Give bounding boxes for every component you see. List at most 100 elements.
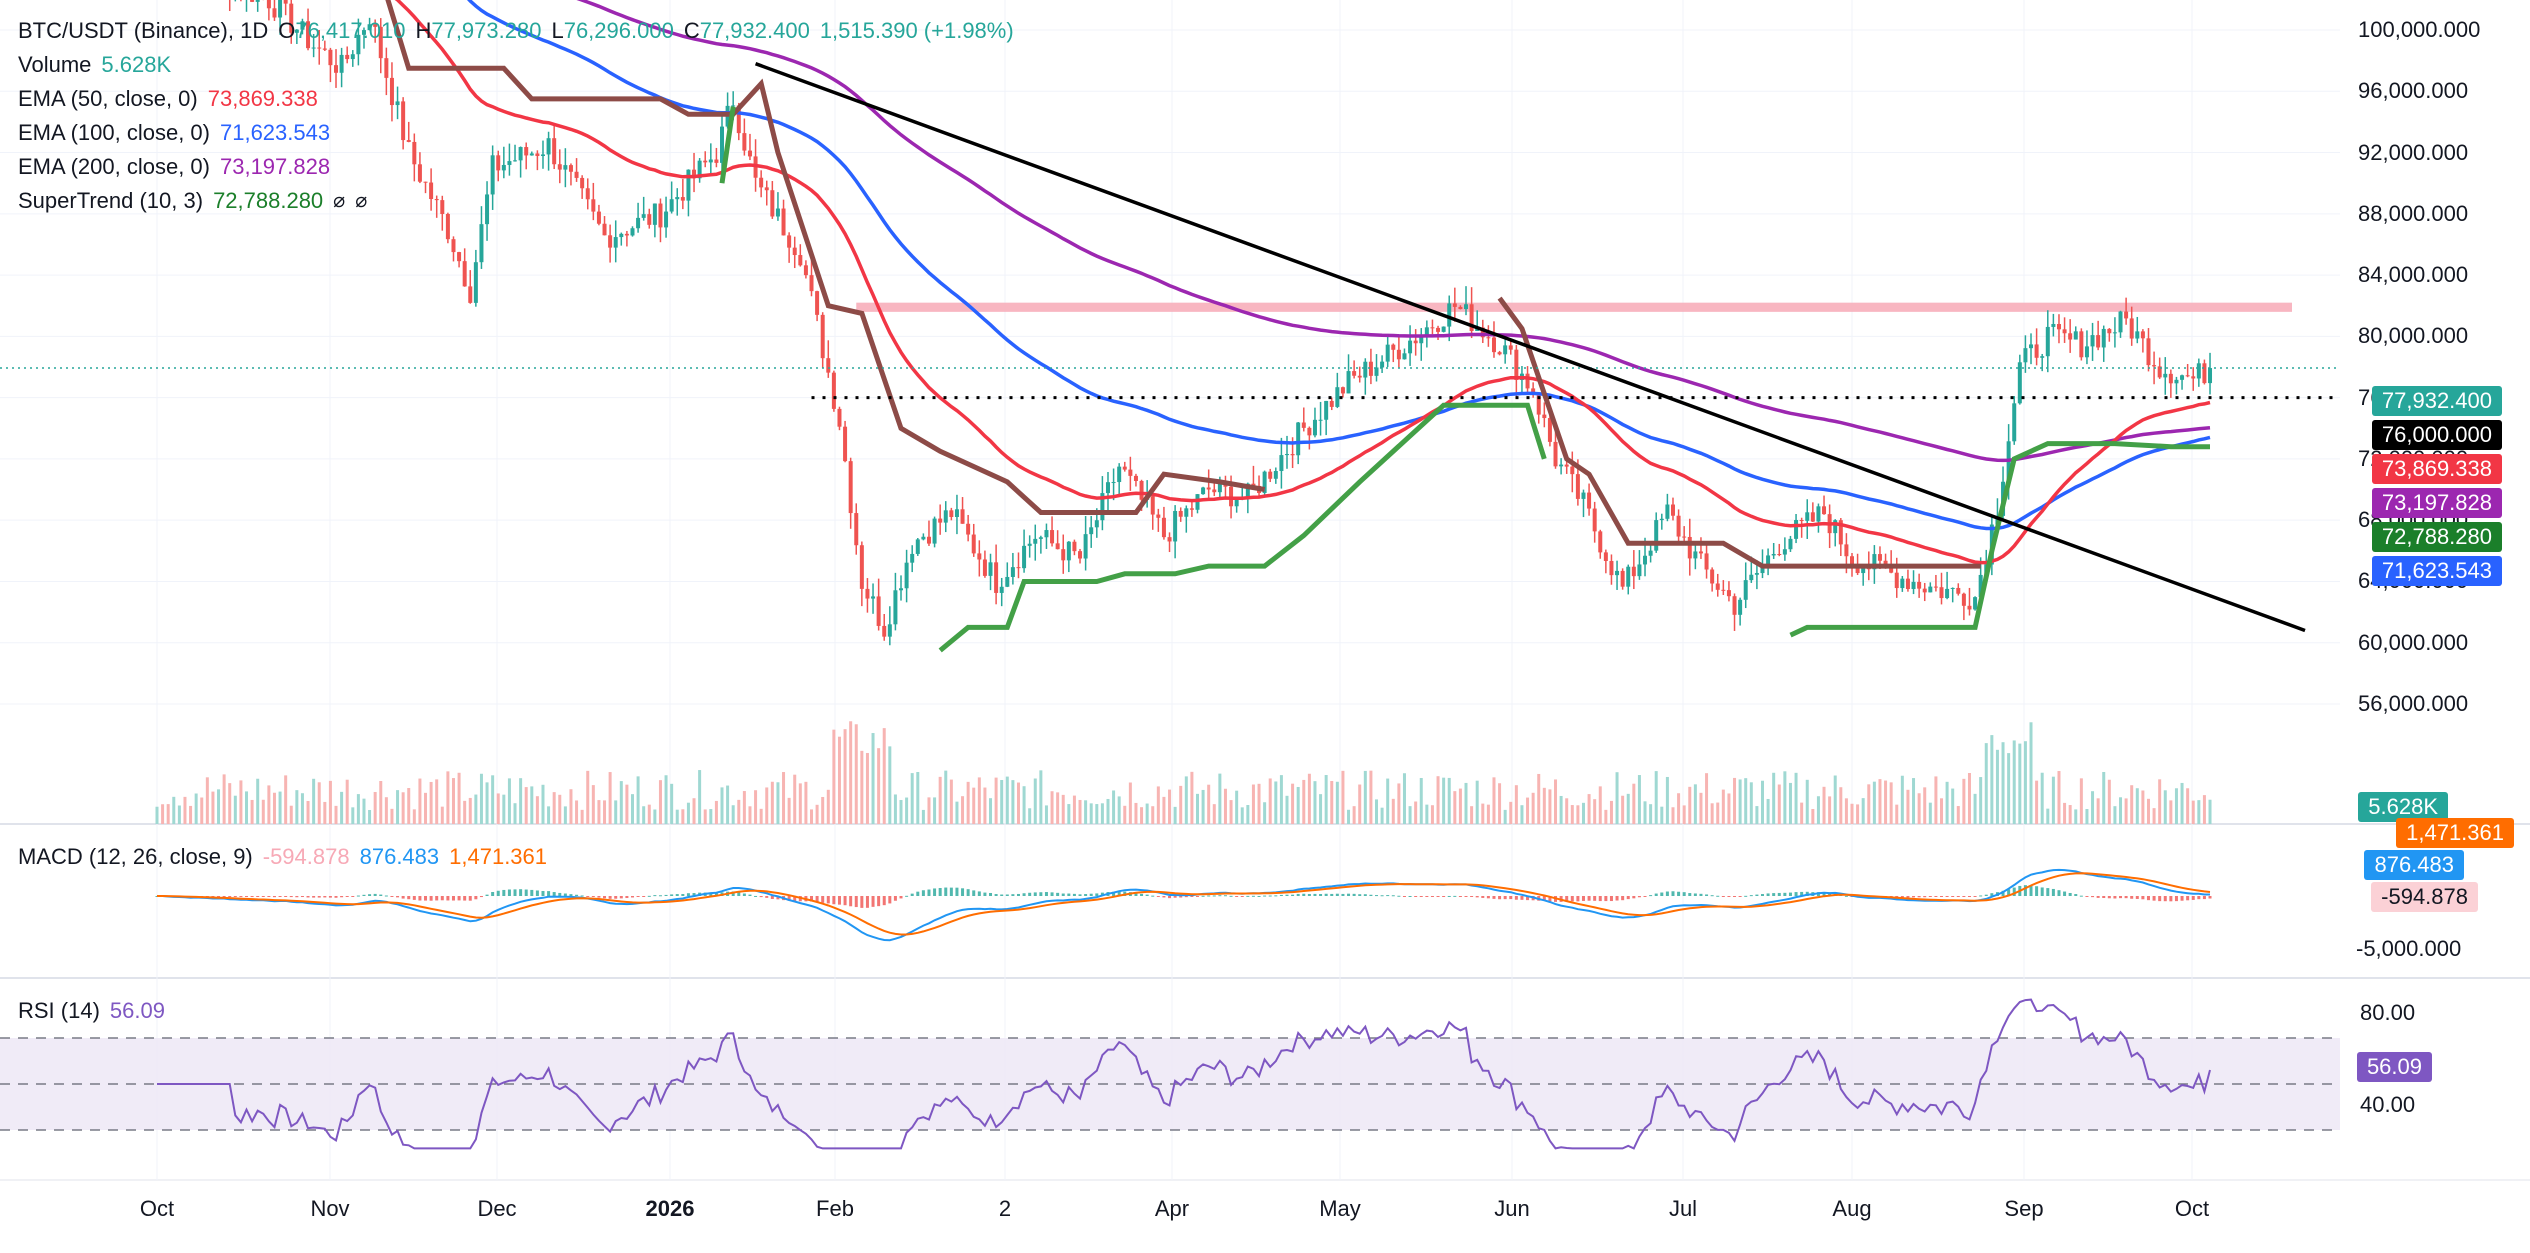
macd-histogram-bar bbox=[2029, 885, 2033, 896]
volume-bar bbox=[2191, 800, 2195, 824]
volume-bar bbox=[1593, 799, 1597, 824]
volume-bar bbox=[412, 809, 416, 824]
volume-bar bbox=[1833, 775, 1837, 824]
volume-bar bbox=[787, 797, 791, 824]
candle bbox=[334, 49, 339, 88]
volume-bar bbox=[558, 794, 562, 824]
macd-legend[interactable]: MACD (12, 26, close, 9) -594.878 876.483… bbox=[18, 840, 547, 874]
time-axis-label: May bbox=[1319, 1196, 1361, 1221]
legend-ema100[interactable]: EMA (100, close, 0) 71,623.543 bbox=[18, 116, 1014, 150]
candle bbox=[926, 520, 931, 546]
macd-histogram-bar bbox=[524, 889, 528, 896]
macd-histogram-bar bbox=[826, 896, 830, 904]
candle bbox=[345, 46, 350, 64]
macd-histogram-bar bbox=[1682, 892, 1686, 896]
volume-bar bbox=[731, 805, 735, 824]
legend-ema50[interactable]: EMA (50, close, 0) 73,869.338 bbox=[18, 82, 1014, 116]
candle bbox=[1659, 513, 1664, 530]
macd-histogram-bar bbox=[2007, 889, 2011, 896]
rsi-legend[interactable]: RSI (14) 56.09 bbox=[18, 994, 165, 1028]
candle bbox=[1973, 596, 1978, 611]
candle bbox=[865, 578, 870, 613]
supertrend-up-line bbox=[719, 106, 736, 184]
macd-histogram-bar bbox=[1940, 896, 1944, 897]
volume-bar bbox=[1940, 798, 1944, 824]
time-axis-label: Aug bbox=[1832, 1196, 1872, 1221]
macd-histogram-bar bbox=[373, 893, 377, 896]
macd-histogram-bar bbox=[1022, 893, 1026, 896]
candle bbox=[2118, 310, 2123, 338]
ema50-price-tag: 73,869.338 bbox=[2371, 454, 2502, 484]
candle bbox=[630, 226, 635, 237]
volume-bar bbox=[1615, 772, 1619, 824]
candle bbox=[680, 179, 685, 210]
candle bbox=[1329, 397, 1334, 411]
candle bbox=[2202, 359, 2207, 385]
macd-histogram-bar bbox=[647, 895, 651, 897]
volume-bar bbox=[1643, 801, 1647, 824]
candle bbox=[1368, 348, 1373, 385]
volume-bar bbox=[172, 796, 176, 824]
candle bbox=[585, 178, 590, 210]
ema200-line bbox=[576, 0, 2211, 463]
time-axis-label: Jun bbox=[1494, 1196, 1530, 1221]
candle bbox=[1268, 468, 1273, 483]
volume-bar bbox=[1235, 790, 1239, 824]
candle bbox=[854, 503, 859, 555]
volume-bar bbox=[1531, 792, 1535, 824]
macd-histogram-bar bbox=[983, 892, 987, 896]
macd-histogram-bar bbox=[1207, 895, 1211, 897]
macd-histogram-bar bbox=[541, 890, 545, 896]
volume-bar bbox=[1649, 804, 1653, 824]
candle bbox=[1665, 493, 1670, 522]
candle bbox=[1794, 513, 1799, 544]
symbol-title[interactable]: BTC/USDT (Binance), 1D bbox=[18, 18, 269, 43]
candle bbox=[1396, 336, 1401, 368]
volume-bar bbox=[1884, 780, 1888, 824]
candle bbox=[2112, 317, 2117, 348]
macd-histogram-bar bbox=[468, 896, 472, 901]
macd-histogram-bar bbox=[1755, 894, 1759, 896]
macd-histogram-bar bbox=[345, 896, 349, 897]
candle bbox=[1380, 355, 1385, 373]
volume-bar bbox=[328, 780, 332, 824]
candle bbox=[1133, 473, 1138, 487]
volume-bar bbox=[658, 780, 662, 824]
candle bbox=[2185, 364, 2190, 378]
volume-bar bbox=[1626, 793, 1630, 824]
legend-ema200[interactable]: EMA (200, close, 0) 73,197.828 bbox=[18, 150, 1014, 184]
legend-supertrend[interactable]: SuperTrend (10, 3) 72,788.280 ⌀ ⌀ bbox=[18, 184, 1014, 218]
macd-histogram-bar bbox=[463, 896, 467, 901]
volume-bar bbox=[966, 781, 970, 824]
volume-bar bbox=[1705, 773, 1709, 824]
candle bbox=[524, 142, 529, 170]
macd-signal-value: 1,471.361 bbox=[449, 844, 548, 869]
candle bbox=[820, 312, 825, 368]
candle bbox=[1363, 358, 1368, 395]
volume-bar bbox=[2007, 753, 2011, 824]
macd-histogram-bar bbox=[412, 896, 416, 900]
volume-bar bbox=[1923, 787, 1927, 824]
symbol-row[interactable]: BTC/USDT (Binance), 1D O76,417.010 H77,9… bbox=[18, 14, 1014, 48]
volume-bar bbox=[821, 796, 825, 824]
volume-bar bbox=[1391, 798, 1395, 824]
macd-histogram-bar bbox=[1375, 895, 1379, 897]
volume-bar bbox=[524, 787, 528, 824]
volume-bar bbox=[1061, 794, 1065, 824]
volume-bar bbox=[1145, 803, 1149, 824]
volume-bar bbox=[166, 804, 170, 824]
candle bbox=[1626, 564, 1631, 595]
candle bbox=[2029, 333, 2034, 365]
volume-bar bbox=[1251, 784, 1255, 824]
ohlc-close: C77,932.400 bbox=[683, 18, 810, 43]
macd-histogram-bar bbox=[1609, 896, 1613, 902]
volume-bar bbox=[2102, 771, 2106, 824]
candle bbox=[1777, 543, 1782, 557]
volume-bar bbox=[1296, 786, 1300, 824]
legend-volume[interactable]: Volume 5.628K bbox=[18, 48, 1014, 82]
macd-histogram-bar bbox=[1453, 895, 1457, 897]
volume-bar bbox=[2124, 798, 2128, 824]
volume-bar bbox=[479, 773, 483, 824]
